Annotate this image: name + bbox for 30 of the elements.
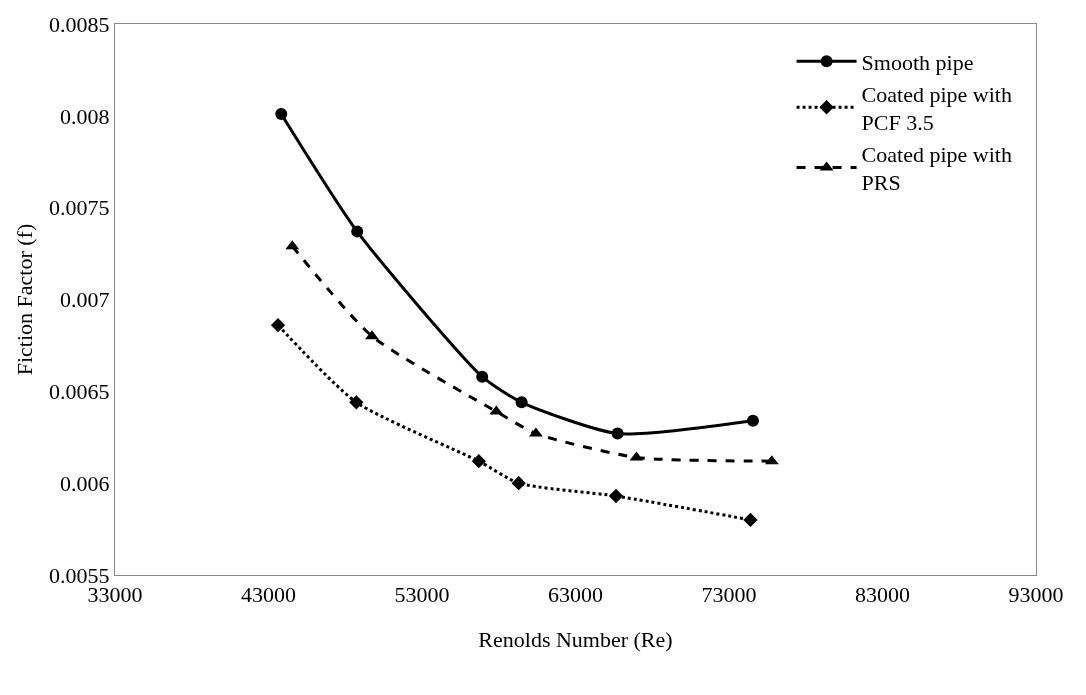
x-tick-label: 53000 bbox=[394, 582, 450, 608]
point bbox=[349, 395, 364, 410]
point bbox=[746, 414, 759, 427]
legend-label: Coated pipe with PCF 3.5 bbox=[861, 81, 1012, 136]
y-axis-title: Fiction Factor (f) bbox=[11, 223, 37, 376]
y-tick-label: 0.007 bbox=[60, 287, 110, 313]
y-tick-label: 0.0085 bbox=[49, 11, 110, 37]
legend-label: Smooth pipe bbox=[861, 49, 974, 75]
x-tick-label: 63000 bbox=[548, 582, 603, 608]
x-axis-title: Renolds Number (Re) bbox=[478, 627, 673, 653]
point bbox=[511, 476, 526, 491]
point bbox=[608, 488, 624, 504]
x-tick-label: 73000 bbox=[701, 582, 757, 608]
x-tick-label: 93000 bbox=[1008, 582, 1064, 608]
point bbox=[476, 370, 489, 383]
x-tick-label: 43000 bbox=[241, 582, 296, 608]
point bbox=[611, 427, 624, 440]
point bbox=[471, 453, 486, 469]
point bbox=[270, 318, 286, 333]
point bbox=[275, 108, 288, 120]
point bbox=[743, 512, 758, 528]
y-tick-label: 0.0075 bbox=[49, 195, 110, 221]
point bbox=[365, 330, 379, 340]
y-tick-label: 0.006 bbox=[60, 470, 110, 496]
legend-label: Coated pipe with PRS bbox=[861, 141, 1012, 196]
point bbox=[515, 396, 528, 409]
point bbox=[351, 225, 364, 238]
y-tick-label: 0.0065 bbox=[49, 379, 110, 405]
x-tick-label: 83000 bbox=[855, 582, 910, 608]
y-tick-label: 0.008 bbox=[60, 103, 110, 129]
